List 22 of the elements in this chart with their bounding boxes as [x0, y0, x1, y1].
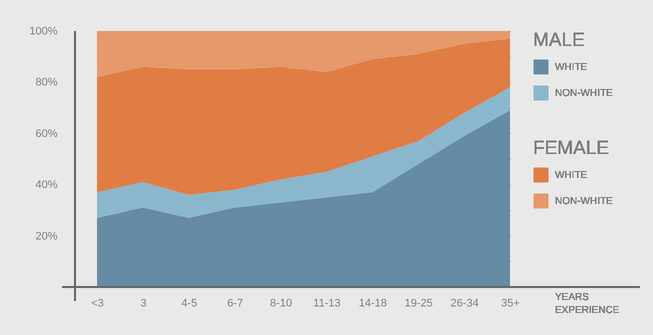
y-tick-label: 40% — [35, 179, 58, 192]
x-tick-label: 35+ — [501, 298, 520, 310]
x-tick-label: <3 — [91, 298, 104, 310]
legend-label: WHITE — [555, 62, 588, 73]
y-tick-label: 100% — [29, 26, 58, 38]
x-tick-label: 14-18 — [358, 298, 387, 310]
x-axis-title: YEARS EXPERIENCE — [555, 292, 620, 316]
text: FEMALE — [533, 138, 610, 159]
y-tick-label: 80% — [35, 76, 58, 89]
x-tick-label: 26-34 — [450, 298, 479, 310]
legend-label: NON-WHITE — [555, 88, 614, 99]
y-tick-label: 20% — [35, 230, 58, 242]
y-tick-label: 60% — [35, 128, 58, 140]
x-tick-label: 19-25 — [404, 298, 433, 310]
x-tick-label: 8-10 — [270, 298, 292, 310]
legend-label: NON-WHITE — [555, 196, 614, 207]
x-tick-label: 3 — [140, 298, 146, 310]
legend-label: WHITE — [555, 170, 588, 181]
x-tick-label: 11-13 — [313, 298, 341, 310]
x-tick-label: 6-7 — [227, 298, 244, 310]
x-tick-label: 4-5 — [181, 298, 198, 310]
text: MALE — [533, 30, 585, 51]
